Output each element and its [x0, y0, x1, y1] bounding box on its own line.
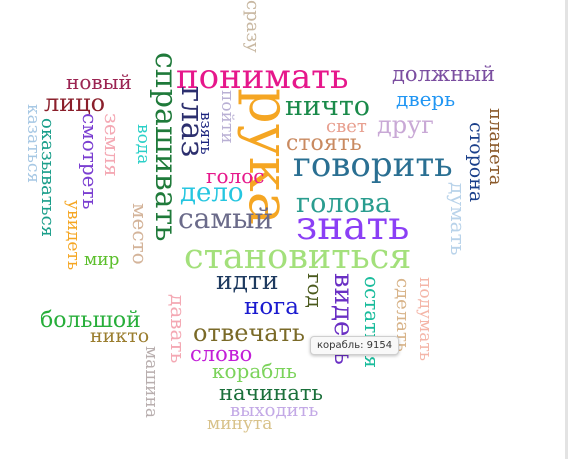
panel-edge	[565, 0, 568, 459]
word-13[interactable]: вода	[133, 124, 153, 165]
word-14[interactable]: взять	[197, 112, 215, 155]
word-24[interactable]: говорить	[293, 145, 453, 185]
word-33[interactable]: идти	[216, 266, 279, 295]
word-5[interactable]: новый	[66, 70, 132, 94]
word-49[interactable]: минута	[207, 414, 273, 434]
word-32[interactable]: становиться	[184, 237, 412, 277]
word-4[interactable]: сразу	[242, 0, 263, 53]
word-19[interactable]: друг	[377, 111, 434, 139]
word-39[interactable]: нога	[244, 294, 299, 320]
word-8[interactable]: оказываться	[37, 118, 58, 238]
word-31[interactable]: мир	[84, 250, 120, 270]
word-46[interactable]: корабль	[212, 359, 297, 383]
word-3[interactable]: должный	[392, 62, 495, 86]
word-9[interactable]: смотреть	[78, 113, 102, 210]
word-10[interactable]: земля	[100, 113, 124, 177]
word-11[interactable]: увидеть	[63, 200, 83, 271]
word-45[interactable]: слово	[190, 342, 253, 366]
word-30[interactable]: место	[128, 203, 152, 265]
word-tooltip: корабль: 9154	[310, 336, 400, 355]
word-18[interactable]: свет	[326, 116, 367, 137]
word-6[interactable]: лицо	[44, 89, 106, 117]
word-20[interactable]: стоять	[286, 131, 362, 156]
word-40[interactable]: большой	[40, 308, 141, 333]
word-47[interactable]: начинать	[219, 381, 323, 405]
word-27[interactable]: голова	[296, 188, 392, 219]
word-25[interactable]: думать	[446, 182, 470, 256]
word-26[interactable]: дело	[180, 178, 244, 208]
word-21[interactable]: планета	[485, 108, 506, 186]
word-29[interactable]: знать	[296, 204, 410, 249]
word-38[interactable]: подумать	[415, 277, 435, 362]
word-16[interactable]: ничто	[285, 91, 371, 122]
word-43[interactable]: машина	[141, 346, 161, 418]
word-0[interactable]: понимать	[176, 57, 349, 97]
word-42[interactable]: давать	[166, 294, 190, 364]
word-44[interactable]: отвечать	[193, 319, 305, 347]
word-41[interactable]: никто	[90, 325, 150, 347]
word-15[interactable]: пойти	[217, 90, 237, 144]
word-48[interactable]: выходить	[230, 400, 319, 421]
word-34[interactable]: год	[303, 273, 327, 308]
word-17[interactable]: дверь	[396, 87, 456, 111]
word-23[interactable]: голос	[206, 164, 265, 188]
word-28[interactable]: самый	[178, 202, 274, 235]
